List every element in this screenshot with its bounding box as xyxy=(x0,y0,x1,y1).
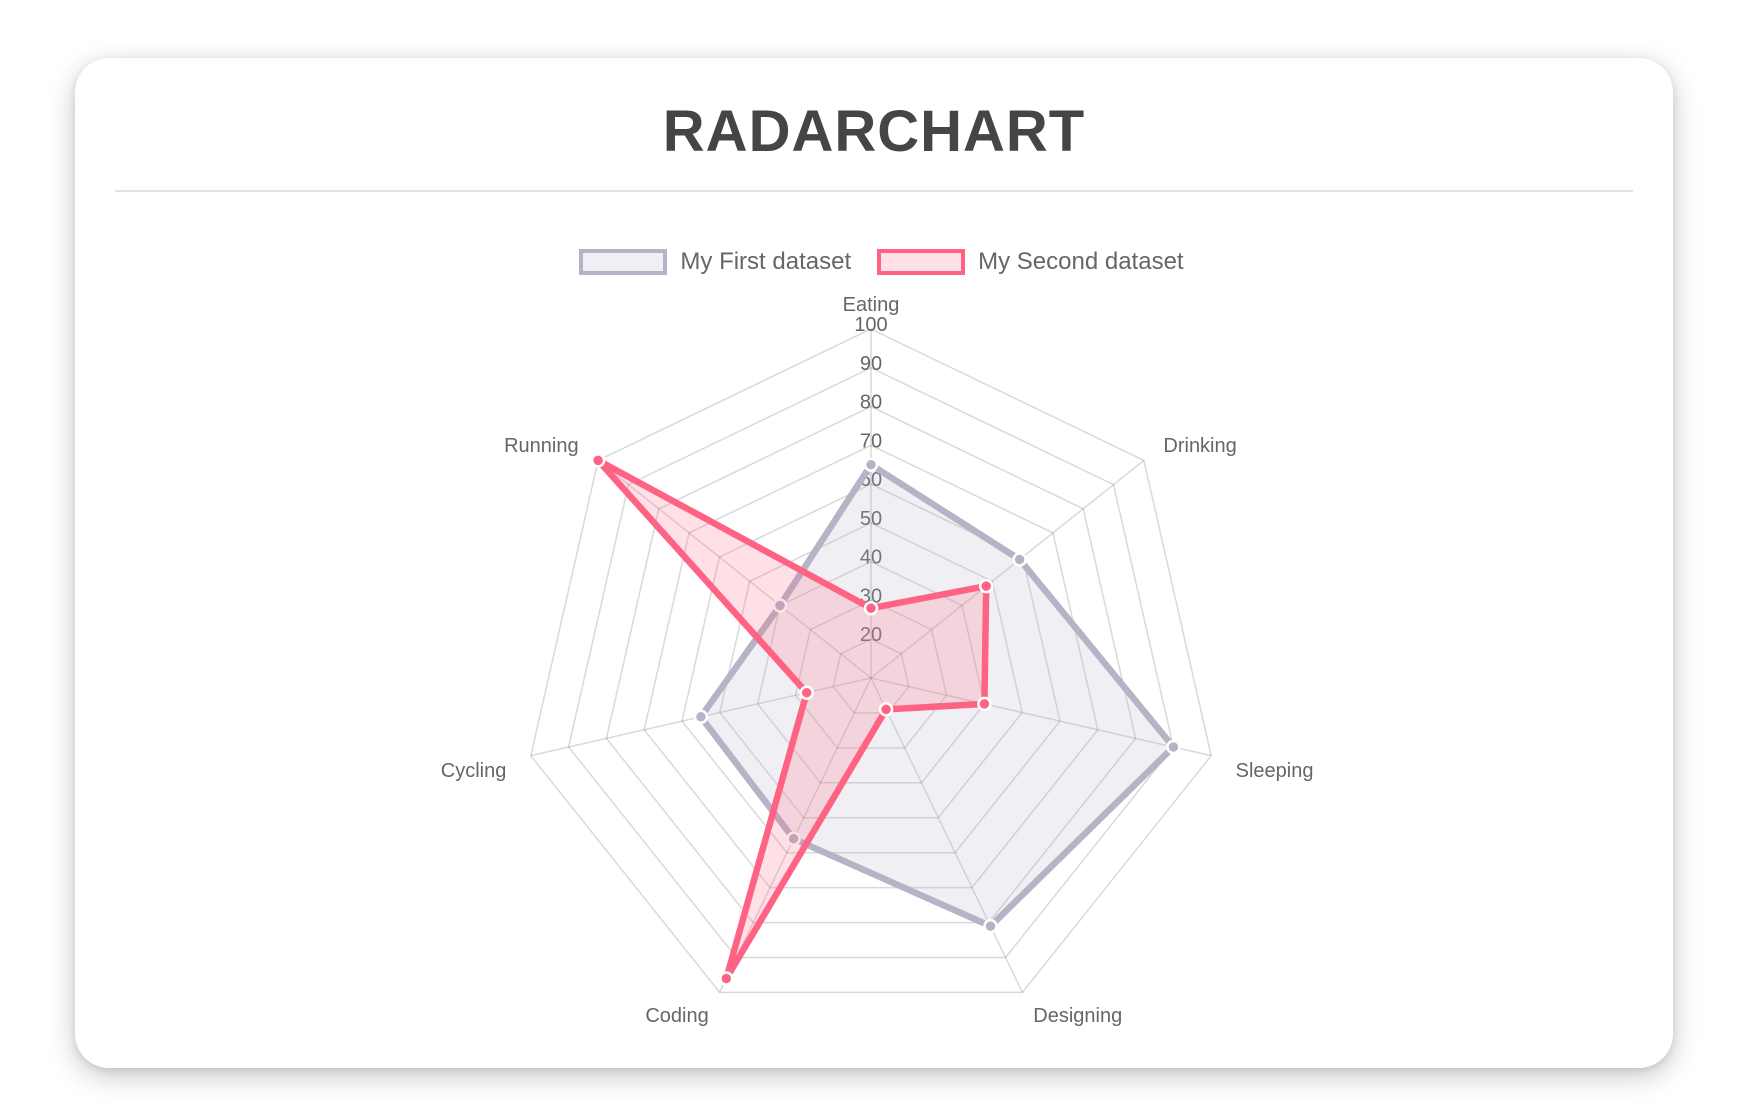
series-second-dataset xyxy=(590,453,994,986)
legend-label-first-dataset: My First dataset xyxy=(680,248,852,275)
tick-label: 70 xyxy=(860,430,882,452)
data-point-designing[interactable] xyxy=(983,918,998,934)
data-point-designing[interactable] xyxy=(878,702,894,717)
data-point-cycling[interactable] xyxy=(693,709,709,725)
data-point-eating[interactable] xyxy=(863,457,879,472)
data-point-eating[interactable] xyxy=(863,600,879,616)
data-point-running[interactable] xyxy=(590,453,606,468)
axis-label-running: Running xyxy=(504,435,579,457)
data-point-cycling[interactable] xyxy=(799,685,814,700)
tick-label: 20 xyxy=(860,624,882,646)
tick-label: 80 xyxy=(860,392,882,414)
data-point-coding[interactable] xyxy=(719,971,734,986)
axis-label-eating: Eating xyxy=(843,294,900,316)
grid-ring xyxy=(718,522,1024,819)
angle-line xyxy=(870,677,1212,757)
data-point-running[interactable] xyxy=(772,598,788,613)
angle-line xyxy=(870,677,1024,993)
grid-ring xyxy=(605,405,1137,924)
legend-item-second-dataset[interactable]: My Second dataset xyxy=(877,248,1184,276)
data-point-drinking[interactable] xyxy=(978,578,994,594)
chart-legend: My First dataset My Second dataset xyxy=(0,248,1763,276)
data-point-sleeping[interactable] xyxy=(1166,739,1181,755)
title-divider xyxy=(115,190,1633,192)
legend-label-second-dataset: My Second dataset xyxy=(978,248,1184,275)
grid-ring xyxy=(832,638,910,714)
axis-label-drinking: Drinking xyxy=(1163,435,1236,457)
axis-label-cycling: Cycling xyxy=(441,760,507,782)
tick-label: 50 xyxy=(860,508,882,530)
data-point-coding[interactable] xyxy=(786,831,801,846)
axis-label-coding: Coding xyxy=(645,1005,708,1027)
axis-label-designing: Designing xyxy=(1033,1005,1122,1027)
grid-ring xyxy=(794,599,948,749)
angle-line xyxy=(597,459,872,679)
grid-ring xyxy=(756,560,986,784)
tick-label: 90 xyxy=(860,353,882,375)
axis-label-sleeping: Sleeping xyxy=(1236,760,1314,782)
tick-label: 100 xyxy=(854,314,887,336)
grid-ring xyxy=(643,444,1099,889)
tick-label: 40 xyxy=(860,547,882,569)
legend-swatch-first-dataset xyxy=(579,249,668,275)
grid-ring xyxy=(529,328,1213,994)
data-point-drinking[interactable] xyxy=(1012,552,1027,567)
grid-ring xyxy=(567,366,1175,959)
data-point-sleeping[interactable] xyxy=(977,696,992,712)
angle-line xyxy=(870,459,1145,679)
series-polygon xyxy=(595,457,990,981)
legend-swatch-second-dataset xyxy=(877,249,966,275)
chart-card: RADARCHART xyxy=(75,58,1673,1068)
page-title: RADARCHART xyxy=(662,99,1086,164)
legend-item-first-dataset[interactable]: My First dataset xyxy=(579,248,851,276)
